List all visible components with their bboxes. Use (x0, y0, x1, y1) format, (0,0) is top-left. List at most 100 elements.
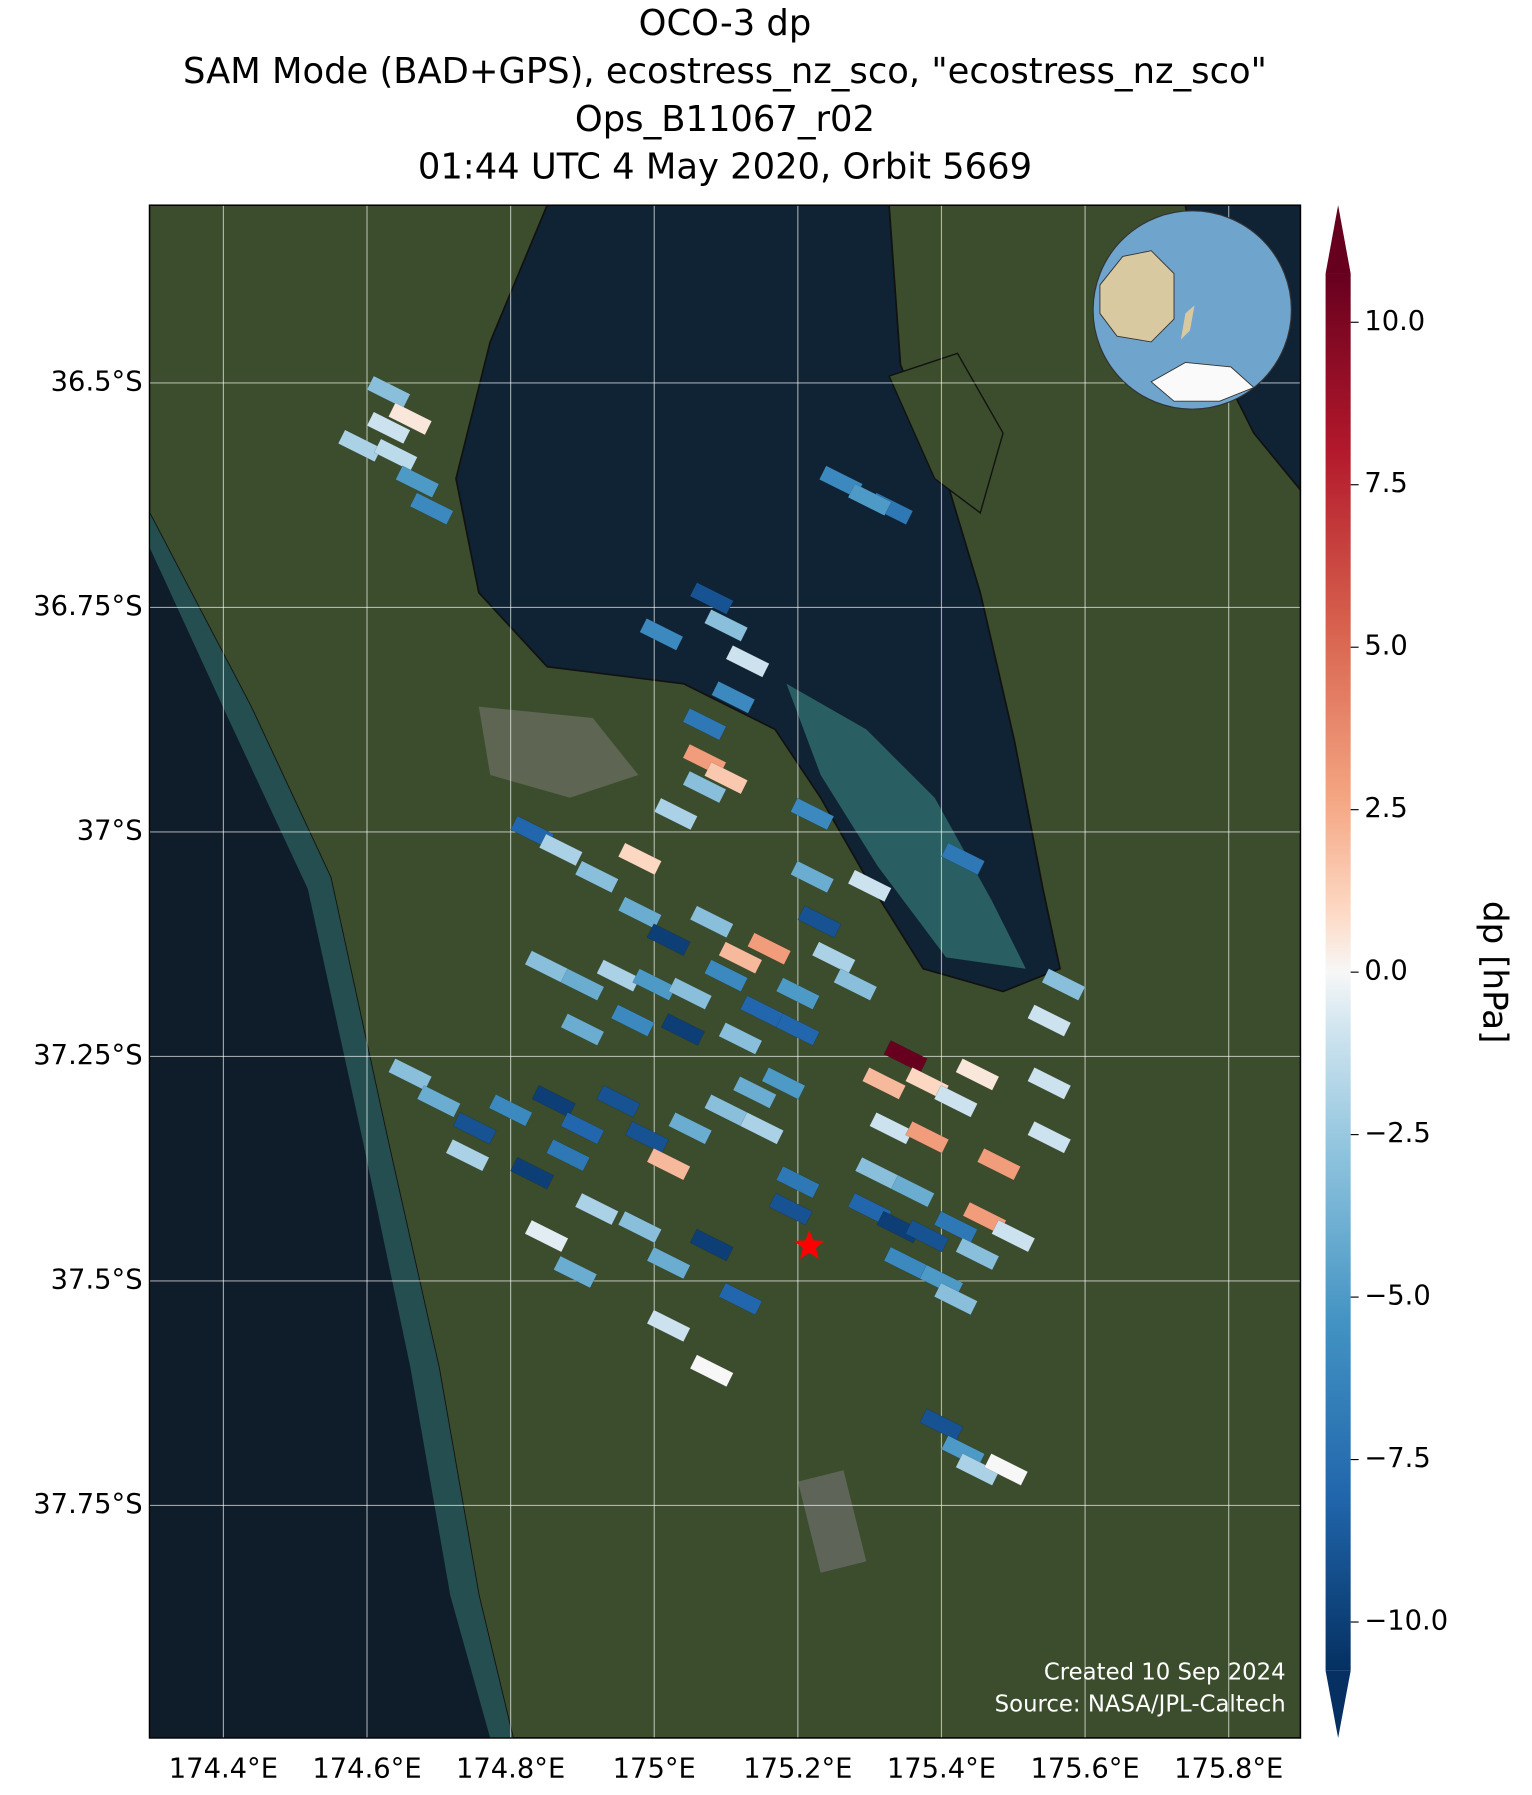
footprint (718, 941, 763, 974)
footprint (833, 968, 878, 1001)
x-tick-label: 175.2°E (743, 1753, 852, 1784)
footprint (862, 1067, 906, 1100)
footprint (718, 1022, 763, 1055)
colorbar-extend-min (1325, 1670, 1351, 1739)
footprint (847, 869, 892, 903)
footprint (732, 1076, 777, 1109)
footprint (538, 833, 583, 867)
footprint (1027, 1004, 1072, 1037)
colorbar-extend-max (1325, 205, 1351, 274)
y-tick-label: 37.75°S (33, 1489, 142, 1520)
footprint (869, 1112, 914, 1145)
footprint (933, 1085, 978, 1118)
footprint (704, 959, 749, 992)
city (478, 706, 639, 798)
footprint (747, 932, 792, 965)
footprint (933, 1282, 978, 1316)
footprint (510, 1156, 555, 1190)
footprint (689, 1228, 734, 1262)
footprint (689, 1354, 734, 1387)
footprint (689, 582, 734, 615)
x-tick-label: 174.4°E (169, 1753, 278, 1784)
footprint (388, 402, 433, 436)
footprint (797, 905, 842, 939)
footprint (711, 680, 756, 714)
footprint (574, 860, 619, 894)
footprint (610, 1004, 655, 1037)
footprint (546, 1138, 591, 1172)
colorbar-tick-label: 5.0 (1364, 631, 1408, 662)
footprint (761, 1067, 806, 1100)
colorbar-tick-label: −7.5 (1364, 1443, 1430, 1474)
inset-globe (1092, 210, 1292, 410)
colorbar-tick-label: −10.0 (1364, 1606, 1448, 1637)
y-tick-label: 37.5°S (51, 1264, 143, 1295)
colorbar-tick-label: 2.5 (1364, 793, 1408, 824)
footprint (955, 1237, 1000, 1271)
footprints (337, 375, 1086, 1486)
colorbar-tick-label: 0.0 (1364, 956, 1408, 987)
title-line: Ops_B11067_r02 (575, 99, 875, 140)
title-line: 01:44 UTC 4 May 2020, Orbit 5669 (418, 147, 1032, 188)
footprint (847, 483, 892, 516)
colorbar-label: dp [hPa] (1475, 901, 1515, 1044)
australia (1099, 250, 1175, 343)
footprint (718, 1282, 763, 1316)
footprint (646, 1246, 691, 1280)
footprint (574, 1192, 619, 1226)
colorbar (1325, 273, 1351, 1671)
footprint (775, 1165, 820, 1199)
footprint (991, 1219, 1036, 1253)
footprint (976, 1147, 1021, 1181)
x-tick-label: 174.8°E (456, 1753, 565, 1784)
footprint (1027, 1120, 1072, 1154)
target-star (794, 1229, 825, 1259)
footprint (775, 1013, 820, 1046)
footprint (632, 968, 677, 1001)
target-layer (794, 1229, 825, 1259)
footprint (560, 968, 605, 1001)
footprint (617, 842, 662, 876)
footprint (366, 411, 411, 445)
x-tick-label: 175.6°E (1030, 1753, 1139, 1784)
x-tick-label: 175.8°E (1174, 1753, 1283, 1784)
footprint (596, 959, 641, 992)
antarctica (1150, 361, 1255, 402)
colorbar-tick-label: 7.5 (1364, 468, 1408, 499)
footprint (941, 842, 985, 876)
footprint (739, 1112, 784, 1145)
footprint (984, 1453, 1029, 1486)
footprint (1041, 968, 1086, 1001)
new-zealand (1180, 305, 1195, 340)
footprint (682, 770, 727, 804)
footprint (596, 1085, 641, 1118)
footprint (704, 609, 749, 642)
y-tick-label: 36.75°S (33, 591, 142, 622)
footprint (553, 1255, 598, 1289)
footprint (653, 797, 698, 831)
title-line: SAM Mode (BAD+GPS), ecostress_nz_sco, "e… (183, 51, 1267, 92)
y-tick-label: 37.25°S (33, 1040, 142, 1071)
footprint (560, 1013, 605, 1046)
credit: Created 10 Sep 2024 (1044, 1660, 1286, 1686)
title-line: OCO-3 dp (639, 3, 812, 44)
footprint (1027, 1067, 1072, 1100)
footprint (646, 1147, 691, 1181)
colorbar-tick-label: −5.0 (1364, 1281, 1430, 1312)
coast-shelf (149, 512, 513, 1739)
footprint (704, 761, 749, 795)
footprint (488, 1094, 533, 1127)
y-tick-label: 36.5°S (51, 366, 143, 397)
footprint (646, 923, 691, 956)
x-tick-label: 175.4°E (887, 1753, 996, 1784)
credit: Source: NASA/JPL-Caltech (995, 1691, 1286, 1717)
x-tick-label: 174.6°E (312, 1753, 421, 1784)
footprint (639, 618, 684, 651)
footprint (689, 905, 734, 939)
footprint (646, 1309, 691, 1343)
footprint (768, 1192, 813, 1226)
footprint (905, 1219, 950, 1253)
footprint (890, 1174, 935, 1208)
